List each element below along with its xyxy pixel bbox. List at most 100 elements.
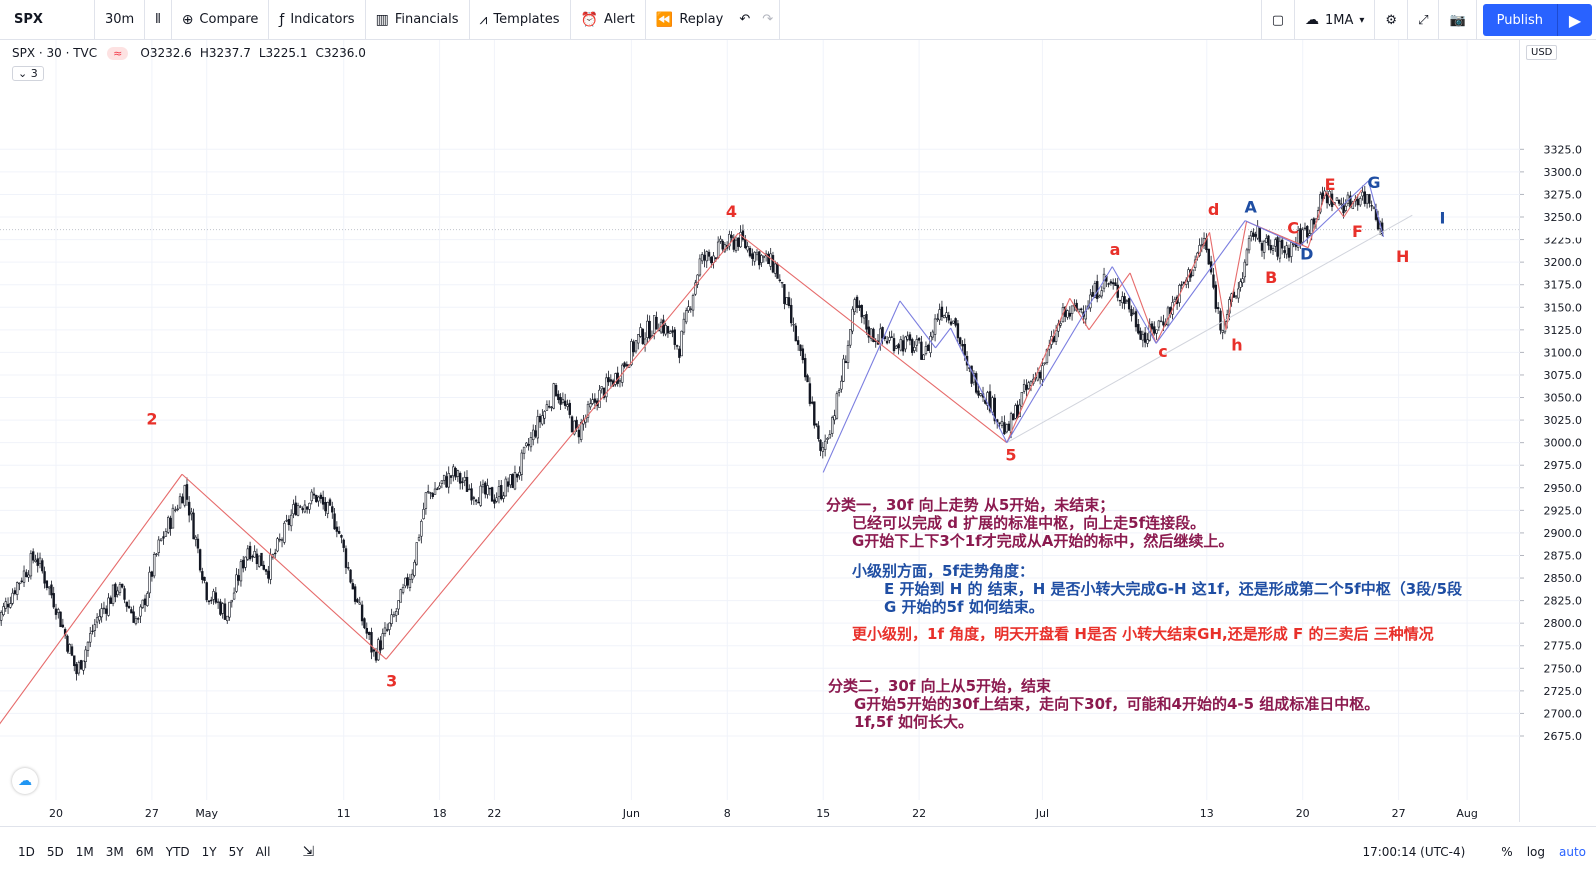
goto-date-icon[interactable]: ⇲ <box>302 843 315 860</box>
wave-label-I[interactable]: I <box>1439 208 1445 227</box>
wave-label-E[interactable]: E <box>1325 175 1336 194</box>
candle-body <box>1287 247 1291 258</box>
wave-label-a[interactable]: a <box>1110 240 1121 259</box>
range-button-5y[interactable]: 5Y <box>228 844 244 859</box>
wave-label-c[interactable]: c <box>1158 342 1167 361</box>
undo-button[interactable]: ↶ <box>733 0 756 40</box>
range-button-all[interactable]: All <box>255 844 271 859</box>
range-button-1d[interactable]: 1D <box>18 844 35 859</box>
range-button-5d[interactable]: 5D <box>46 844 64 859</box>
wave-label-2[interactable]: 2 <box>146 410 157 429</box>
wave-label-F[interactable]: F <box>1352 222 1363 241</box>
candle-body <box>639 327 642 337</box>
blue-stroke-segment[interactable] <box>1367 180 1385 238</box>
wave-label-D[interactable]: D <box>1300 244 1313 263</box>
wave-label-5[interactable]: 5 <box>1005 446 1016 465</box>
range-button-6m[interactable]: 6M <box>135 844 154 859</box>
symbol-search[interactable]: SPX <box>0 0 95 40</box>
alert-button[interactable]: ⏰ Alert <box>571 0 646 40</box>
red-stroke-segment[interactable] <box>1006 298 1071 443</box>
candle-body <box>1091 292 1094 297</box>
legend-status-pill[interactable]: ≈ <box>107 46 129 60</box>
red-stroke-segment[interactable] <box>1343 189 1363 218</box>
tradingview-logo[interactable]: ☁ <box>12 768 38 794</box>
publish-button[interactable]: Publish <box>1482 4 1557 36</box>
chart-type-button[interactable]: ⫴ <box>145 0 172 40</box>
blue-stroke-segment[interactable] <box>950 327 1008 443</box>
candle-body <box>897 344 900 349</box>
wave-label-h[interactable]: h <box>1231 336 1242 355</box>
candle-body <box>406 577 409 586</box>
candle-body <box>1276 237 1279 257</box>
chart-pane[interactable]: 20 27 May 11 18 22 Jun 8 15 22 Jul 13 20 27 Aug 2 3 4 5 a c d… <box>0 40 1520 822</box>
range-button-ytd[interactable]: YTD <box>165 844 190 859</box>
red-stroke-segment[interactable] <box>1325 191 1345 218</box>
blue-stroke-segment[interactable] <box>1155 220 1246 344</box>
replay-button[interactable]: ⏪ Replay <box>646 0 733 40</box>
blue-stroke-segment[interactable] <box>1244 220 1301 247</box>
wave-label-H[interactable]: H <box>1396 247 1409 266</box>
red-stroke-segment[interactable] <box>181 473 387 660</box>
wave-label-d[interactable]: d <box>1208 200 1219 219</box>
red-stroke-segment[interactable] <box>0 473 183 740</box>
blue-stroke-segment[interactable] <box>822 300 901 473</box>
wave-label-4[interactable]: 4 <box>726 202 737 221</box>
wave-label-B[interactable]: B <box>1265 268 1277 287</box>
log-toggle[interactable]: log <box>1526 845 1545 859</box>
wave-label-C[interactable]: C <box>1287 218 1299 237</box>
red-stroke-segment[interactable] <box>1129 272 1157 344</box>
indicators-button[interactable]: ƒ Indicators <box>269 0 366 40</box>
price-tick-label: 2875.0 <box>1544 549 1583 562</box>
interval-button[interactable]: 30m <box>95 0 146 40</box>
fullscreen-button[interactable]: ⤢ <box>1408 0 1440 40</box>
blue-stroke-segment[interactable] <box>1006 266 1113 443</box>
candle-body <box>344 548 348 568</box>
red-stroke-segment[interactable] <box>1208 232 1227 330</box>
redo-button[interactable]: ↷ <box>756 0 781 40</box>
candle-body <box>287 518 291 526</box>
candle-body <box>678 348 681 358</box>
blue-stroke-segment[interactable] <box>1299 180 1369 247</box>
settings-button[interactable]: ⚙ <box>1375 0 1409 40</box>
layout-save-button[interactable]: ☁ 1MA ▾ <box>1295 0 1376 40</box>
templates-button[interactable]: ⩘ Templates <box>470 0 571 40</box>
candle-body <box>1014 405 1017 419</box>
red-stroke-segment[interactable] <box>1088 272 1131 331</box>
layout-button[interactable]: ▢ <box>1260 0 1295 40</box>
compare-button[interactable]: ⊕ Compare <box>172 0 270 40</box>
auto-toggle[interactable]: auto <box>1558 845 1586 859</box>
candle-body <box>155 553 158 555</box>
price-axis[interactable]: 2675.0 2700.0 2725.0 2750.0 2775.0 2800.0 2825… <box>1520 40 1596 822</box>
red-stroke-segment[interactable] <box>1307 191 1327 248</box>
publish-video-button[interactable]: ▶ <box>1557 4 1592 36</box>
candle-body <box>1127 298 1131 310</box>
percent-toggle[interactable]: % <box>1501 845 1513 859</box>
range-button-1y[interactable]: 1Y <box>201 844 217 859</box>
red-stroke-segment[interactable] <box>385 232 739 660</box>
candle-body <box>1200 244 1204 246</box>
candle-body <box>1080 308 1083 310</box>
red-stroke-segment[interactable] <box>1225 221 1248 330</box>
candle-body <box>803 358 807 378</box>
trend-line[interactable] <box>1006 214 1413 444</box>
range-button-3m[interactable]: 3M <box>105 844 124 859</box>
red-stroke-segment[interactable] <box>1069 297 1090 331</box>
candle-body <box>744 239 747 249</box>
financials-button[interactable]: ▥ Financials <box>366 0 470 40</box>
red-stroke-segment[interactable] <box>737 232 1008 444</box>
snapshot-button[interactable]: 📷 <box>1439 0 1477 40</box>
currency-label[interactable]: USD <box>1526 45 1558 60</box>
wave-label-G[interactable]: G <box>1367 173 1380 192</box>
range-button-1m[interactable]: 1M <box>75 844 94 859</box>
blue-stroke-segment[interactable] <box>899 300 936 349</box>
blue-stroke-segment[interactable] <box>1111 266 1157 344</box>
blue-stroke-segment[interactable] <box>935 327 952 349</box>
price-tick-label: 2950.0 <box>1544 482 1583 495</box>
wave-label-3[interactable]: 3 <box>386 671 397 690</box>
indicator-collapse-button[interactable]: ⌄ 3 <box>12 66 44 81</box>
wave-label-A[interactable]: A <box>1244 197 1257 216</box>
candle-body <box>1356 198 1359 206</box>
candle-body <box>461 481 464 484</box>
red-stroke-segment[interactable] <box>1155 232 1211 344</box>
candle-body <box>799 344 802 352</box>
